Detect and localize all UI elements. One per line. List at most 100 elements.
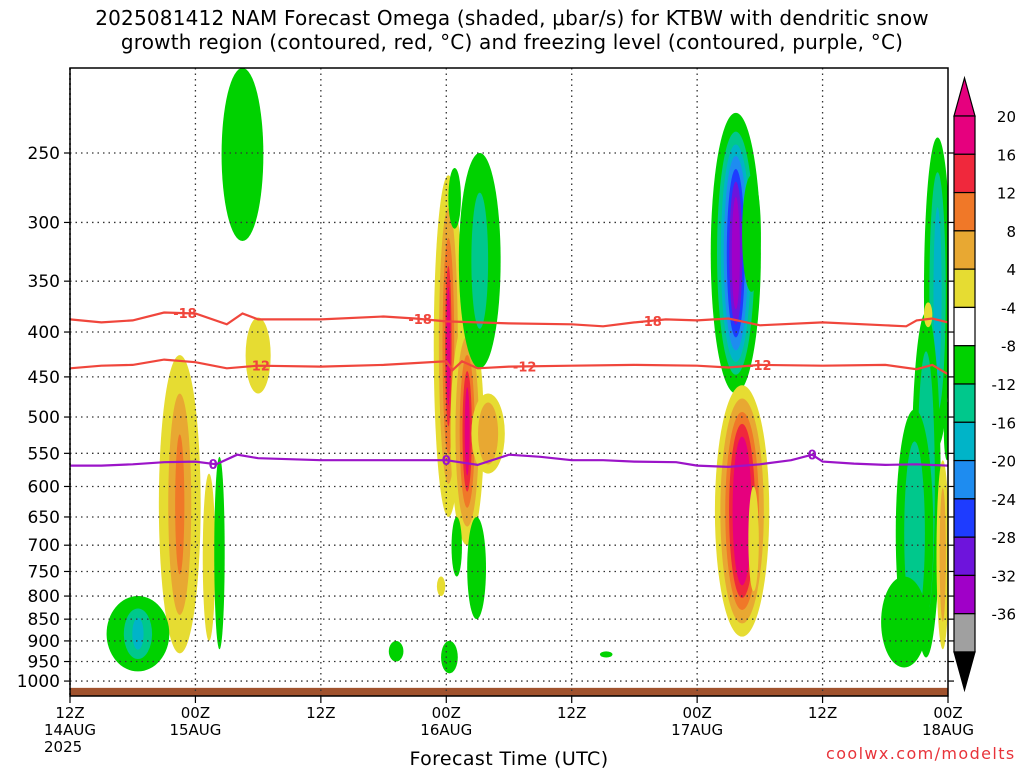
x-tick-label-36-1: 16AUG: [420, 721, 472, 739]
colorbar-band-3: [953, 230, 976, 270]
y-tick-label-600: 600: [28, 477, 60, 497]
colorbar-label-4: 4: [1006, 261, 1016, 279]
colorbar-label-2: 12: [997, 185, 1016, 203]
y-tick-label-250: 250: [28, 144, 60, 164]
y-tick-label-450: 450: [28, 368, 60, 388]
colorbar-band-10: [953, 498, 976, 538]
contour-label-2-1: 0: [442, 454, 451, 469]
omega-cell-16-0: [599, 651, 613, 658]
omega-cell-6-0: [388, 640, 404, 662]
omega-cell-14-0: [467, 516, 487, 620]
contour-label-0-2: -18: [638, 315, 662, 330]
grid: [70, 68, 948, 696]
omega-cell-9-1: [478, 402, 499, 465]
contour-label-2-0: 0: [209, 458, 218, 473]
colorbar-label-1: 16: [997, 146, 1016, 164]
x-tick-label-72-0: 12Z: [808, 704, 837, 722]
x-tick-label-60-0: 00Z: [682, 704, 711, 722]
colorbar-label-6: -8: [1001, 338, 1016, 356]
omega-cell-4-0: [214, 456, 225, 650]
chart-title-line-1: 2025081412 NAM Forecast Omega (shaded, μ…: [95, 6, 929, 30]
omega-cell-27-0: [943, 401, 948, 461]
colorbar-label-8: -16: [992, 414, 1017, 432]
chart-title-line-2: growth region (contoured, red, °C) and f…: [120, 30, 904, 54]
y-tick-label-950: 950: [28, 653, 60, 673]
contour-label-1-1: -12: [513, 360, 537, 375]
omega-cell-5-2: [132, 617, 144, 650]
omega-cell-21-2: [933, 207, 942, 377]
colorbar-label-0: 20: [997, 108, 1016, 126]
x-tick-label-12-0: 00Z: [181, 704, 210, 722]
y-tick-label-650: 650: [28, 508, 60, 528]
colorbar-label-7: -12: [992, 376, 1017, 394]
contour-label-2-2: 0: [808, 449, 817, 464]
x-tick-label-12-1: 15AUG: [169, 721, 221, 739]
omega-cell-11-1: [471, 192, 489, 329]
x-tick-label-0-0: 12Z: [55, 704, 84, 722]
y-tick-label-800: 800: [28, 587, 60, 607]
x-tick-label-84-0: 00Z: [933, 704, 962, 722]
chart-title: 2025081412 NAM Forecast Omega (shaded, μ…: [0, 6, 1024, 54]
omega-cell-26-0: [923, 302, 933, 328]
y-tick-label-350: 350: [28, 272, 60, 292]
contour-label-0-0: -18: [173, 307, 197, 322]
x-tick-label-0-2: 2025: [44, 738, 82, 756]
contour-1: [70, 358, 948, 376]
x-tick-label-0-1: 14AUG: [44, 721, 96, 739]
y-tick-label-550: 550: [28, 444, 60, 464]
omega-cell-3-0: [202, 473, 216, 641]
colorbar-label-5: -4: [1001, 299, 1016, 317]
omega-cell-18-0: [742, 175, 761, 292]
omega-cell-0-0: [221, 68, 264, 242]
x-tick-label-36-0: 00Z: [432, 704, 461, 722]
colorbar-band-7: [953, 383, 976, 423]
y-tick-label-400: 400: [28, 323, 60, 343]
colorbar-band-13: [953, 613, 976, 653]
omega-cell-10-0: [448, 167, 461, 229]
colorbar-label-12: -32: [992, 567, 1017, 585]
y-axis: 2503003504004505005506006507007508008509…: [17, 144, 954, 692]
omega-cell-25-1: [939, 487, 946, 622]
y-tick-label-900: 900: [28, 632, 60, 652]
colorbar-bottom-arrow: [953, 651, 976, 693]
x-tick-label-48-0: 12Z: [557, 704, 586, 722]
colorbar-label-10: -24: [992, 491, 1017, 509]
x-tick-label-84-1: 18AUG: [922, 721, 974, 739]
omega-cell-24-0: [881, 576, 928, 668]
y-tick-label-500: 500: [28, 408, 60, 428]
colorbar-band-5: [953, 306, 976, 347]
colorbar-band-11: [953, 536, 976, 577]
contour-label-1-0: -12: [246, 360, 270, 375]
y-tick-label-300: 300: [28, 213, 60, 233]
colorbar-band-1: [953, 153, 976, 194]
colorbar-label-13: -36: [992, 606, 1017, 624]
colorbar-band-8: [953, 421, 976, 462]
colorbar-band-12: [953, 574, 976, 615]
colorbar-band-4: [953, 268, 976, 309]
x-tick-label-24-0: 12Z: [306, 704, 335, 722]
omega-shading: [106, 68, 948, 674]
y-tick-label-850: 850: [28, 610, 60, 630]
omega-cell-15-0: [436, 576, 446, 597]
contour-label-0-1: -18: [408, 313, 432, 328]
colorbar: 20 16 12 8 4 -4 -8 -12 -16 -20 -24 -28 -32 -36: [953, 75, 1017, 693]
plot-frame: [69, 67, 949, 697]
contour-label-1-2: -12: [748, 359, 772, 374]
contour-0: [70, 311, 948, 328]
colorbar-label-9: -20: [992, 453, 1017, 471]
x-tick-label-60-1: 17AUG: [671, 721, 723, 739]
y-tick-label-1000: 1000: [17, 672, 60, 692]
omega-cell-7-4: [446, 286, 451, 406]
colorbar-band-6: [953, 345, 976, 385]
omega-cell-1-0: [245, 317, 271, 394]
omega-cell-2-2: [175, 434, 185, 575]
colorbar-band-2: [953, 191, 976, 232]
colorbar-band-9: [953, 459, 976, 500]
colorbar-top-arrow: [953, 75, 976, 117]
omega-cell-8-4: [464, 387, 470, 476]
omega-cell-12-0: [451, 516, 462, 577]
x-axis-title: Forecast Time (UTC): [409, 748, 608, 768]
colorbar-band-0: [953, 115, 976, 155]
contour-2: [70, 453, 948, 469]
